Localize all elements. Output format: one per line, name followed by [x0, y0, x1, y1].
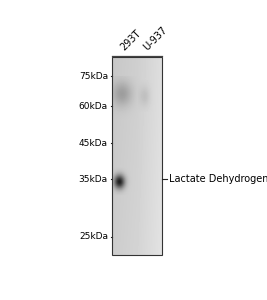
Text: U-937: U-937 [141, 25, 169, 52]
Text: 35kDa: 35kDa [79, 175, 108, 184]
Text: 60kDa: 60kDa [79, 102, 108, 111]
Text: 25kDa: 25kDa [79, 232, 108, 242]
Text: 45kDa: 45kDa [79, 139, 108, 148]
Bar [112, 57, 162, 256]
Text: 75kDa: 75kDa [79, 72, 108, 81]
Text: 293T: 293T [118, 28, 143, 52]
Text: Lactate Dehydrogenase C: Lactate Dehydrogenase C [169, 174, 267, 184]
